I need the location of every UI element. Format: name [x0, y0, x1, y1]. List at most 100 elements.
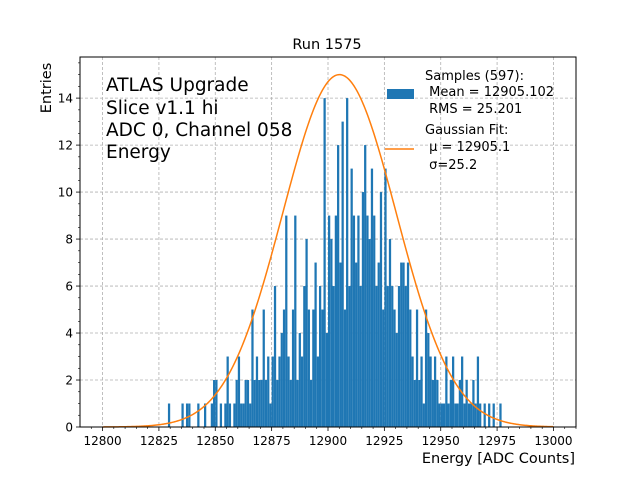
- histogram-bar: [300, 356, 304, 427]
- histogram-bar: [452, 356, 455, 427]
- histogram-bar: [472, 380, 475, 427]
- histogram-bar: [431, 380, 434, 427]
- histogram-bar: [463, 403, 466, 427]
- histogram-bar: [262, 309, 265, 427]
- x-tick-label: 13000: [534, 434, 572, 448]
- chart-title: Run 1575: [292, 37, 361, 53]
- histogram-bar: [251, 309, 254, 427]
- x-tick-label: 12800: [83, 434, 121, 448]
- histogram-bar: [474, 403, 477, 427]
- histogram-bars: [167, 98, 502, 428]
- histogram-bar: [400, 262, 403, 427]
- histogram-bar: [246, 380, 250, 427]
- histogram-bar: [470, 403, 473, 427]
- annotation-line: Energy: [106, 142, 171, 163]
- histogram-bar: [361, 192, 365, 427]
- histogram-bar: [210, 403, 214, 427]
- histogram-bar: [499, 403, 502, 427]
- histogram-bar: [388, 239, 392, 427]
- histogram-bar: [456, 403, 459, 427]
- histogram-bar: [323, 98, 326, 427]
- histogram-bar: [422, 403, 425, 427]
- histogram-bar: [228, 403, 232, 427]
- histogram-bar: [285, 215, 288, 427]
- y-tick-label: 6: [65, 280, 73, 294]
- annotation-text: ATLAS Upgrade Slice v1.1 hi ADC 0, Chann…: [106, 75, 292, 163]
- histogram-bar: [298, 333, 301, 427]
- y-tick-label: 2: [65, 374, 73, 388]
- histogram-bar: [445, 356, 448, 427]
- gaussian-fit: [102, 73, 554, 428]
- y-tick-label: 12: [58, 139, 73, 153]
- x-tick-label: 12975: [478, 434, 516, 448]
- histogram-bar: [467, 403, 471, 427]
- histogram-bar: [278, 356, 281, 427]
- annotation-line: ATLAS Upgrade: [106, 75, 249, 96]
- y-tick-label: 0: [65, 421, 73, 435]
- legend-fit-sigma: σ=25.2: [425, 158, 477, 173]
- histogram-bar: [402, 262, 405, 427]
- histogram-bar: [449, 380, 452, 427]
- x-tick-label: 12825: [140, 434, 178, 448]
- legend-samples-label: Samples (597):: [425, 69, 524, 84]
- x-tick-label: 12925: [365, 434, 403, 448]
- histogram-bar: [476, 356, 480, 427]
- histogram-bar: [309, 380, 313, 427]
- histogram-bar: [440, 403, 443, 427]
- histogram-bar: [282, 309, 286, 427]
- legend-fit-mu: μ = 12905.1: [425, 140, 510, 155]
- histogram-bar: [273, 286, 277, 427]
- histogram-bar: [348, 286, 351, 427]
- histogram-bar: [276, 380, 279, 427]
- histogram-bar: [305, 239, 308, 427]
- histogram-bar: [258, 380, 261, 427]
- histogram-bar: [267, 356, 270, 427]
- histogram-bar: [316, 356, 319, 427]
- x-axis-label: Energy [ADC Counts]: [422, 451, 575, 467]
- histogram-bar: [307, 309, 310, 427]
- histogram-bar: [269, 403, 272, 427]
- histogram-bar: [321, 309, 324, 427]
- histogram-bar: [377, 262, 380, 427]
- histogram-bar: [237, 356, 241, 427]
- histogram-bar: [341, 121, 344, 427]
- annotation-line: Slice v1.1 hi: [106, 98, 219, 119]
- histogram-bar: [411, 356, 414, 427]
- histogram-bar: [213, 380, 216, 427]
- histogram-bar: [334, 215, 338, 427]
- histogram-bar: [391, 286, 394, 427]
- axes: 12800 12825 12850 12875 12900 12925 12950 12975…: [58, 62, 577, 448]
- histogram-bar: [240, 403, 243, 427]
- histogram-bar: [343, 309, 347, 427]
- histogram-bar: [249, 403, 252, 427]
- histogram-bar: [224, 403, 227, 427]
- histogram-bar: [447, 403, 450, 427]
- x-tick-label: 12875: [253, 434, 291, 448]
- histogram-bar: [337, 145, 340, 427]
- histogram-bar: [185, 403, 189, 427]
- histogram-bar: [339, 262, 342, 427]
- histogram-bar: [454, 403, 457, 427]
- histogram-bar: [406, 262, 410, 427]
- histogram-bar: [325, 333, 328, 427]
- histogram-bar: [253, 380, 256, 427]
- histogram-bar: [438, 403, 441, 427]
- histogram-bar: [312, 309, 315, 427]
- legend: Samples (597): Mean = 12905.102 RMS = 25…: [385, 69, 554, 173]
- histogram-bar: [260, 380, 263, 427]
- annotation-line: ADC 0, Channel 058: [106, 120, 292, 141]
- histogram-bar: [373, 215, 376, 427]
- y-tick-label: 8: [65, 233, 73, 247]
- histogram-bar: [350, 168, 353, 428]
- histogram-bar: [393, 309, 396, 427]
- histogram-bar: [197, 403, 200, 427]
- histogram-bar: [291, 309, 295, 427]
- histogram-bar: [303, 286, 306, 427]
- histogram-bar: [368, 239, 371, 427]
- gaussian-fit-curve: [102, 73, 554, 428]
- histogram-bar: [280, 333, 283, 427]
- histogram-bar: [314, 262, 317, 427]
- histogram-bar: [226, 356, 229, 427]
- x-tick-label: 12900: [309, 434, 347, 448]
- histogram-bar: [413, 380, 416, 427]
